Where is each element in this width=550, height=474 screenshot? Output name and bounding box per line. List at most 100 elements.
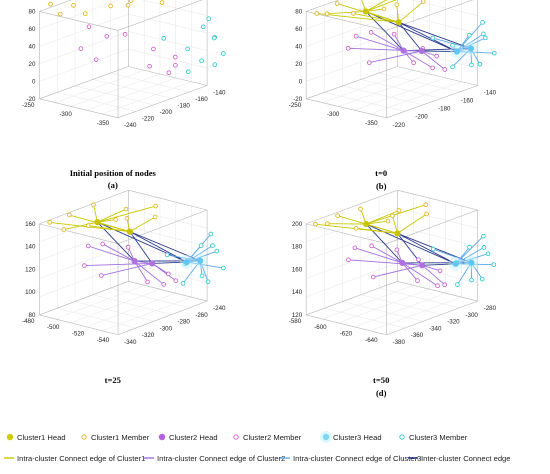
c3-member-point [466,32,472,38]
z-tick-label: 60 [295,26,302,33]
grid-line [102,296,192,332]
grid-line [39,13,208,47]
c3-member-point [467,244,472,250]
inter-cluster-edge [365,11,404,51]
intra-cluster-edge-c2 [393,33,404,51]
z-tick-label: -20 [293,96,303,103]
c1-member-point [152,214,158,220]
intra-cluster-edge-c3 [432,248,472,264]
x-tick-label: -350 [97,120,110,127]
z-tick-label: 80 [29,8,36,15]
c2-member-point [370,274,376,280]
c2-member-point [416,257,421,262]
intra-cluster-edge-c3 [456,51,495,54]
c2-member-point [391,31,397,37]
c3-member-point [450,64,455,70]
intra-cluster-edge-c3 [457,262,472,285]
intra-cluster-edge-c3 [456,37,486,52]
c3-member-point [477,61,483,67]
z-tick-label: 120 [25,266,36,273]
intra-cluster-edge-c1 [97,205,156,223]
legend-marker-3 [158,433,166,441]
x-tick-label: -580 [289,318,302,325]
legend-marker-5 [322,433,330,441]
intra-cluster-edge-c3 [455,253,489,265]
c2-member-point [145,279,150,285]
z-tick-label: 80 [295,8,302,15]
axis-box-edge [117,300,208,336]
c1-member-point [57,11,63,17]
z-tick-label: 0 [299,78,303,85]
inter-cluster-edge [152,261,187,264]
c3-member-point [211,35,217,41]
axis-box-edge [117,0,203,31]
legend-marker-4 [233,434,239,440]
y-tick-label: -340 [429,325,442,332]
c3-member-point [430,246,436,252]
c2-member-point [366,60,372,65]
c3-member-point [481,233,486,239]
c1-head-point [94,219,101,226]
legend-label: Intra-cluster Connect edge of Cluster3 [293,454,421,463]
z-tick-label: 180 [292,244,303,251]
z-tick-label: 20 [29,61,36,68]
c1-head-point [362,8,369,15]
axis-box-edge [306,0,340,12]
intra-cluster-edge-c1 [129,216,156,233]
c2-member-point [125,244,131,250]
panel-caption: t=50 [373,375,389,385]
z-tick-label: 100 [25,289,36,296]
c2-member-point [442,282,447,288]
c2-member-point [161,282,166,287]
c1-member-point [394,2,400,7]
c3-member-point [198,243,204,248]
axis-box-edge [306,11,387,31]
axis-box-edge [39,66,129,100]
axis-box-edge [306,281,398,316]
panel-caption: Initial position of nodes [70,168,157,178]
grid-line [86,77,176,111]
legend: Cluster1 Head Cluster1 Member Cluster2 Hea… [4,431,511,463]
c1-member-point [358,206,363,212]
y-tick-label: -300 [465,312,478,319]
x-tick-label: -520 [72,331,85,338]
grid-line [324,307,405,329]
intra-cluster-edge-c1 [365,11,399,23]
c2-member-point [345,46,351,51]
y-tick-label: -280 [484,305,497,312]
panel-caption: t=0 [375,168,387,178]
intra-cluster-edge-c3 [455,263,494,266]
grid-line [378,287,460,309]
y-tick-label: -180 [438,106,451,113]
x-tick-label: -500 [47,324,60,331]
c3-head-point [197,257,204,264]
c3-member-point [430,35,436,41]
c3-member-point [161,36,167,41]
intra-cluster-edge-c3 [470,262,483,280]
c3-member-point [481,31,486,37]
intra-cluster-edge-c3 [455,247,485,265]
y-tick-label: -140 [213,90,226,97]
y-tick-label: -260 [195,312,208,319]
c3-member-point [185,69,191,74]
panel-3: 160 140 120 100 80-480 -500 -520 -540 -340 -320 -3… [22,189,226,385]
intra-cluster-edge-c2 [355,35,404,52]
y-tick-label: -300 [160,325,173,332]
grid-line [55,70,145,103]
y-tick-label: -200 [160,109,173,116]
intra-cluster-edge-c2 [369,50,422,64]
z-tick-label: 160 [25,221,36,228]
inter-cluster-edge [398,22,423,52]
grid-line [110,287,190,309]
c2-member-point [368,30,374,35]
intra-cluster-edge-c3 [167,254,201,262]
intra-cluster-edge-c3 [455,235,484,265]
grid-line [92,79,172,99]
c3-member-point [455,282,460,287]
z-tick-label: 60 [29,26,36,33]
c2-member-point [415,278,420,283]
axis-box-edge [386,0,474,31]
axis-box-edge [128,189,208,211]
inter-cluster-edge [129,231,201,262]
